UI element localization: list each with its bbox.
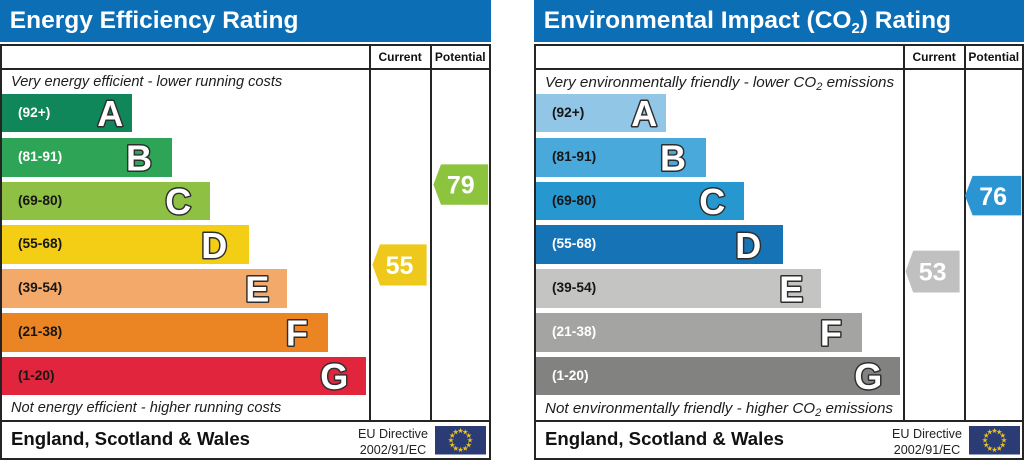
svg-text:F: F: [286, 313, 308, 354]
svg-text:55: 55: [386, 252, 414, 280]
svg-text:D: D: [735, 225, 761, 266]
svg-text:B: B: [660, 138, 686, 179]
svg-text:C: C: [165, 181, 191, 222]
svg-text:C: C: [699, 181, 725, 222]
svg-text:G: G: [854, 356, 882, 397]
svg-text:E: E: [245, 269, 269, 310]
svg-text:A: A: [631, 93, 657, 134]
svg-text:76: 76: [979, 183, 1007, 211]
svg-text:F: F: [820, 313, 842, 354]
svg-text:E: E: [779, 269, 803, 310]
svg-text:B: B: [126, 138, 152, 179]
svg-text:D: D: [201, 225, 227, 266]
svg-text:53: 53: [919, 259, 947, 287]
svg-text:G: G: [320, 356, 348, 397]
svg-text:79: 79: [447, 172, 475, 200]
svg-text:A: A: [97, 93, 123, 134]
